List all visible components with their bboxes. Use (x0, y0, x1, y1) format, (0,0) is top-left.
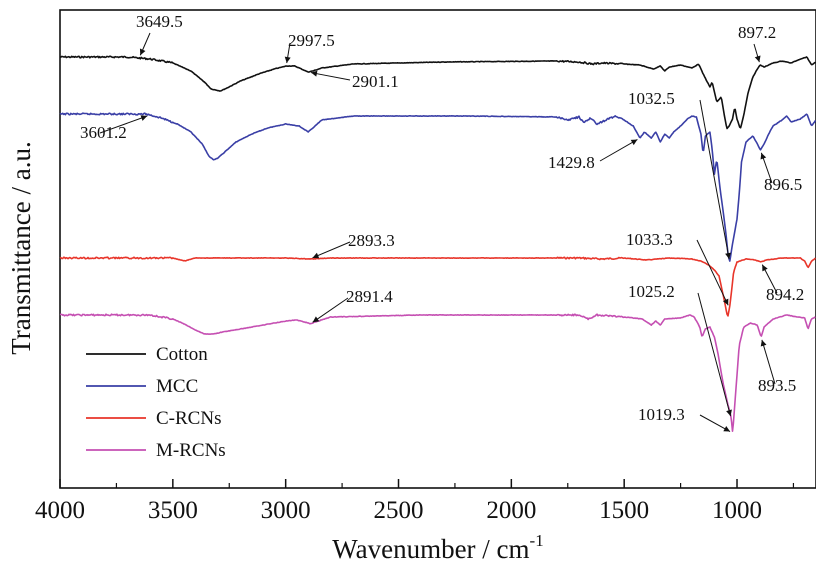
peak-label-3649-5: 3649.5 (136, 12, 183, 31)
peak-label-1025-2: 1025.2 (628, 282, 675, 301)
x-axis-title-main: Wavenumber / cm (332, 534, 529, 564)
peak-label-1032-5: 1032.5 (628, 89, 675, 108)
legend-label-c-rcns: C-RCNs (156, 408, 221, 429)
peak-label-893-5: 893.5 (758, 376, 796, 395)
x-tick-label-3500: 3500 (148, 497, 198, 524)
peak-label-2891-4: 2891.4 (346, 287, 393, 306)
peak-arrowhead (726, 409, 732, 417)
peak-arrowhead (630, 139, 638, 146)
peak-arrow (599, 139, 638, 162)
peak-arrow (696, 239, 729, 306)
peak-label-1033-3: 1033.3 (626, 230, 673, 249)
peak-arrowhead (312, 252, 320, 259)
peak-arrowhead (139, 48, 146, 56)
x-tick-label-3000: 3000 (261, 497, 311, 524)
series-lines (59, 55, 816, 433)
plot-frame (59, 9, 816, 489)
peak-arrow (699, 99, 730, 260)
peak-label-897-2: 897.2 (738, 23, 776, 42)
peak-arrowhead (312, 316, 320, 323)
x-tick-label-1000: 1000 (712, 497, 762, 524)
legend: Cotton MCC C-RCNs M-RCNs (86, 344, 226, 461)
series-line-mcc (59, 112, 816, 262)
peak-arrowhead (723, 426, 731, 432)
peak-label-2893-3: 2893.3 (348, 231, 395, 250)
x-tick-label-2500: 2500 (374, 497, 424, 524)
legend-label-m-rcns: M-RCNs (156, 440, 226, 461)
peak-arrowhead (725, 252, 732, 260)
peak-arrow (312, 297, 349, 323)
peak-arrow (99, 115, 148, 134)
peak-arrowhead (722, 298, 729, 306)
x-axis-title-superscript: -1 (530, 531, 544, 550)
peak-arrowhead (140, 115, 148, 121)
peak-arrow (761, 339, 776, 385)
peak-arrowhead (760, 152, 767, 160)
series-line-m-rcns (59, 313, 816, 433)
x-axis-ticks: 4000 3500 3000 2500 2000 1500 1000 (35, 479, 795, 524)
series-line-c-rcns (59, 256, 816, 317)
peak-arrowhead (284, 56, 291, 64)
peak-arrow (697, 292, 732, 417)
y-axis-title: Transmittance / a.u. (6, 141, 36, 354)
peak-annotations: 3649.52997.52901.1897.23601.21429.81032.… (80, 12, 804, 432)
x-axis-title: Wavenumber / cm-1 (332, 531, 543, 564)
x-tick-label-1500: 1500 (599, 497, 649, 524)
x-tick-label-4000: 4000 (35, 497, 85, 524)
peak-label-1019-3: 1019.3 (638, 405, 685, 424)
peak-arrowhead (310, 70, 318, 77)
x-tick-label-2000: 2000 (486, 497, 536, 524)
peak-arrow (310, 72, 351, 81)
peak-label-896-5: 896.5 (764, 175, 802, 194)
legend-label-mcc: MCC (156, 376, 198, 397)
peak-label-1429-8: 1429.8 (548, 153, 595, 172)
peak-label-2997-5: 2997.5 (288, 31, 335, 50)
peak-arrowhead (760, 339, 767, 347)
peak-label-894-2: 894.2 (766, 285, 804, 304)
peak-arrowhead (754, 55, 761, 63)
peak-arrow (312, 241, 351, 259)
peak-label-2901-1: 2901.1 (352, 72, 399, 91)
series-line-cotton (59, 55, 816, 130)
peak-arrowhead (762, 264, 768, 272)
legend-label-cotton: Cotton (156, 344, 208, 365)
